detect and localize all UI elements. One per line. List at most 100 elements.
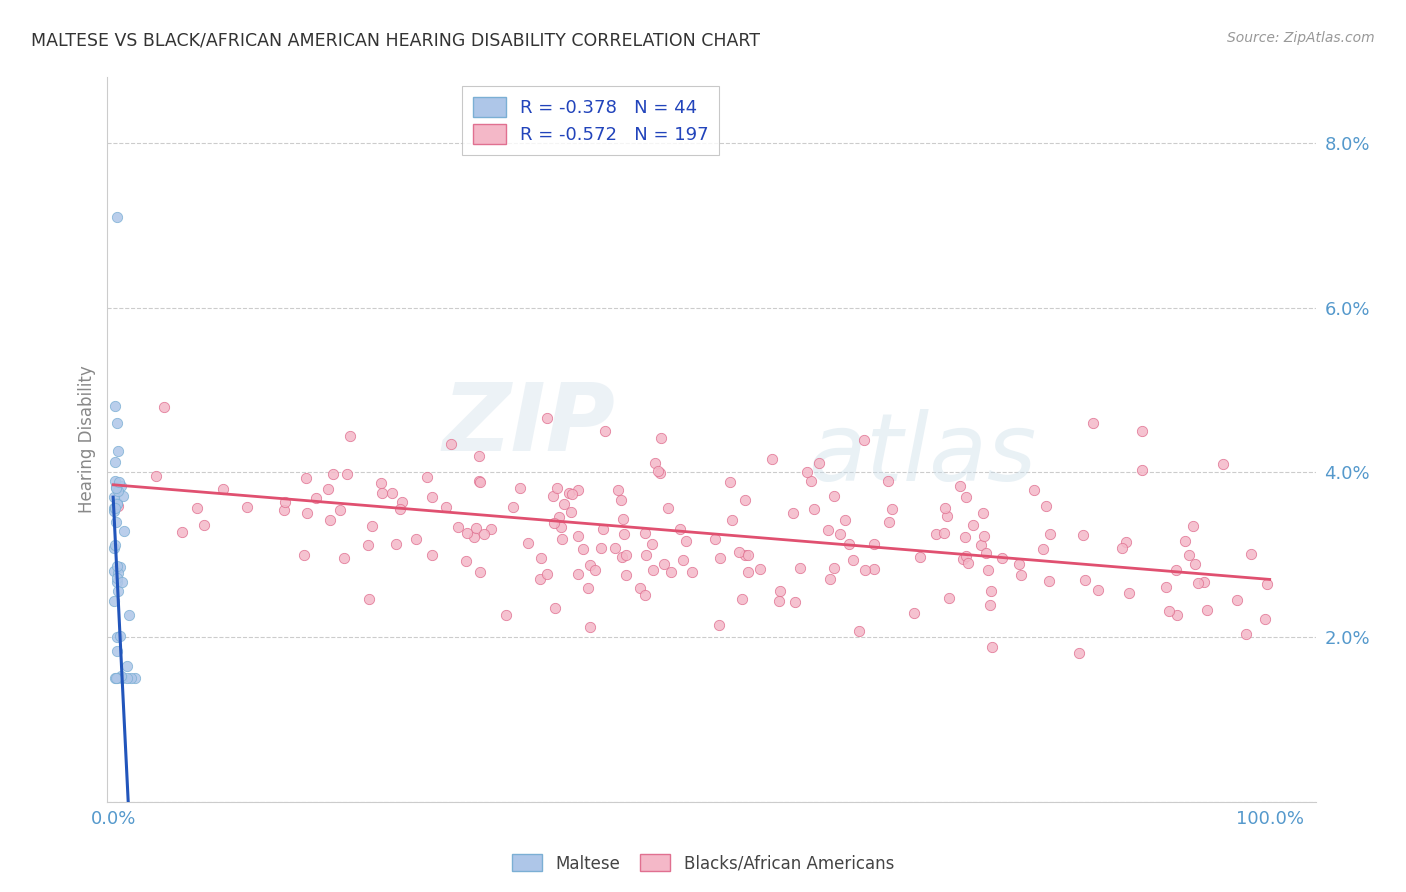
Point <box>603 541 626 555</box>
Point <box>108 560 131 574</box>
Point <box>547 510 569 524</box>
Point <box>274 495 297 509</box>
Point <box>952 552 974 566</box>
Point <box>105 559 128 574</box>
Point <box>1071 528 1094 542</box>
Point <box>558 486 581 500</box>
Text: MALTESE VS BLACK/AFRICAN AMERICAN HEARING DISABILITY CORRELATION CHART: MALTESE VS BLACK/AFRICAN AMERICAN HEARIN… <box>31 31 759 49</box>
Point <box>934 500 956 515</box>
Point <box>464 521 486 535</box>
Point <box>108 628 131 642</box>
Point <box>1087 582 1109 597</box>
Point <box>1187 576 1209 591</box>
Point <box>468 475 491 489</box>
Point <box>828 527 851 541</box>
Text: atlas: atlas <box>808 409 1036 500</box>
Point <box>737 565 759 579</box>
Point <box>1115 535 1137 549</box>
Point <box>818 572 841 586</box>
Point <box>980 584 1002 599</box>
Point <box>972 506 994 520</box>
Point <box>1130 463 1153 477</box>
Point <box>955 549 977 564</box>
Point <box>1234 627 1257 641</box>
Point <box>105 416 128 430</box>
Point <box>103 501 125 516</box>
Point <box>1038 574 1060 588</box>
Point <box>593 424 616 438</box>
Point <box>236 500 259 514</box>
Point <box>668 522 690 536</box>
Point <box>454 554 477 568</box>
Point <box>172 524 194 539</box>
Point <box>953 530 976 544</box>
Point <box>761 451 783 466</box>
Point <box>336 467 359 482</box>
Point <box>681 565 703 579</box>
Point <box>104 400 127 414</box>
Point <box>728 545 751 559</box>
Y-axis label: Hearing Disability: Hearing Disability <box>79 366 96 514</box>
Point <box>117 607 139 622</box>
Point <box>319 513 342 527</box>
Point <box>607 483 630 497</box>
Point <box>104 671 127 685</box>
Point <box>612 512 634 526</box>
Point <box>949 479 972 493</box>
Point <box>973 529 995 543</box>
Point <box>970 538 993 552</box>
Point <box>212 482 235 496</box>
Point <box>357 538 380 552</box>
Point <box>105 574 128 589</box>
Point <box>120 671 142 685</box>
Point <box>782 506 804 520</box>
Point <box>880 502 903 516</box>
Point <box>974 546 997 560</box>
Point <box>877 515 900 529</box>
Point <box>339 428 361 442</box>
Legend: Maltese, Blacks/African Americans: Maltese, Blacks/African Americans <box>505 847 901 880</box>
Point <box>115 671 138 685</box>
Point <box>295 506 318 520</box>
Point <box>853 433 876 447</box>
Point <box>384 537 406 551</box>
Point <box>186 501 208 516</box>
Point <box>103 455 125 469</box>
Point <box>509 481 531 495</box>
Point <box>675 534 697 549</box>
Point <box>193 518 215 533</box>
Point <box>110 479 132 493</box>
Point <box>457 525 479 540</box>
Point <box>1039 527 1062 541</box>
Point <box>1166 608 1188 623</box>
Point <box>838 537 860 551</box>
Point <box>957 556 980 570</box>
Point <box>768 583 790 598</box>
Point <box>1166 563 1188 577</box>
Point <box>768 594 790 608</box>
Point <box>650 431 672 445</box>
Point <box>112 524 135 538</box>
Point <box>415 469 437 483</box>
Point <box>567 483 589 497</box>
Point <box>560 505 582 519</box>
Point <box>641 563 664 577</box>
Point <box>908 549 931 564</box>
Point <box>567 529 589 543</box>
Point <box>1111 541 1133 555</box>
Point <box>1212 457 1234 471</box>
Point <box>731 591 754 606</box>
Point <box>644 456 666 470</box>
Point <box>111 489 134 503</box>
Point <box>561 487 583 501</box>
Point <box>1194 575 1216 590</box>
Point <box>709 551 731 566</box>
Point <box>936 509 959 524</box>
Point <box>610 493 633 508</box>
Point <box>1253 612 1275 626</box>
Point <box>633 525 655 540</box>
Point <box>803 501 825 516</box>
Point <box>103 491 125 505</box>
Point <box>720 513 742 527</box>
Point <box>1074 573 1097 587</box>
